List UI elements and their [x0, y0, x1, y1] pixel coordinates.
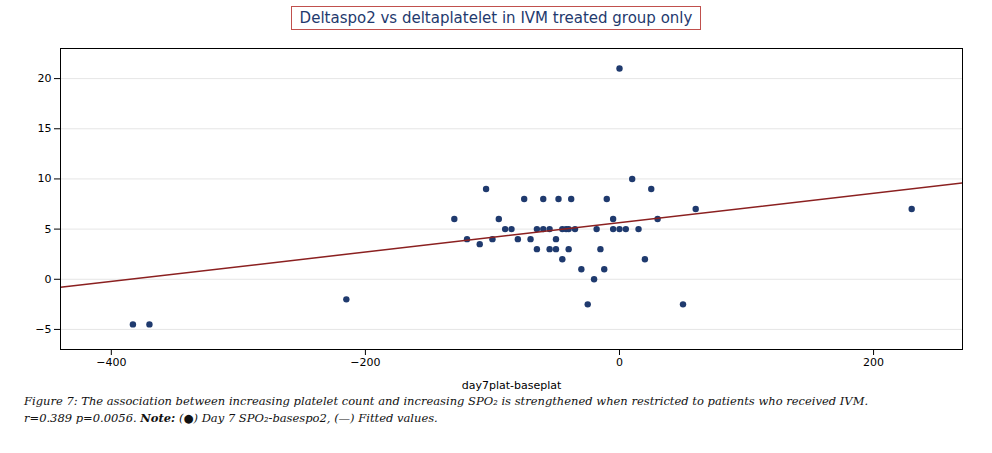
svg-text:0: 0 [45, 273, 52, 286]
svg-text:−400: −400 [96, 356, 126, 369]
svg-text:−200: −200 [350, 356, 380, 369]
svg-text:day7plat-baseplat: day7plat-baseplat [462, 379, 562, 392]
svg-text:10: 10 [38, 172, 52, 185]
svg-text:20: 20 [38, 72, 52, 85]
html-text:Figure 7: The association betw: Figure 7: The association between increa… [24, 394, 869, 408]
html-text:Deltaspo2 vs deltaplatelet in: Deltaspo2 vs deltaplatelet in IVM treate… [299, 9, 693, 27]
svg-text:15: 15 [38, 122, 52, 135]
svg-text:−5: −5 [35, 323, 51, 336]
html-text:r=0.389 p=0.0056. Note: (●) Da: r=0.389 p=0.0056. Note: (●) Day 7 SPO₂-b… [24, 411, 438, 426]
svg-text:5: 5 [45, 223, 52, 236]
svg-text:200: 200 [863, 356, 884, 369]
svg-text:0: 0 [616, 356, 623, 369]
